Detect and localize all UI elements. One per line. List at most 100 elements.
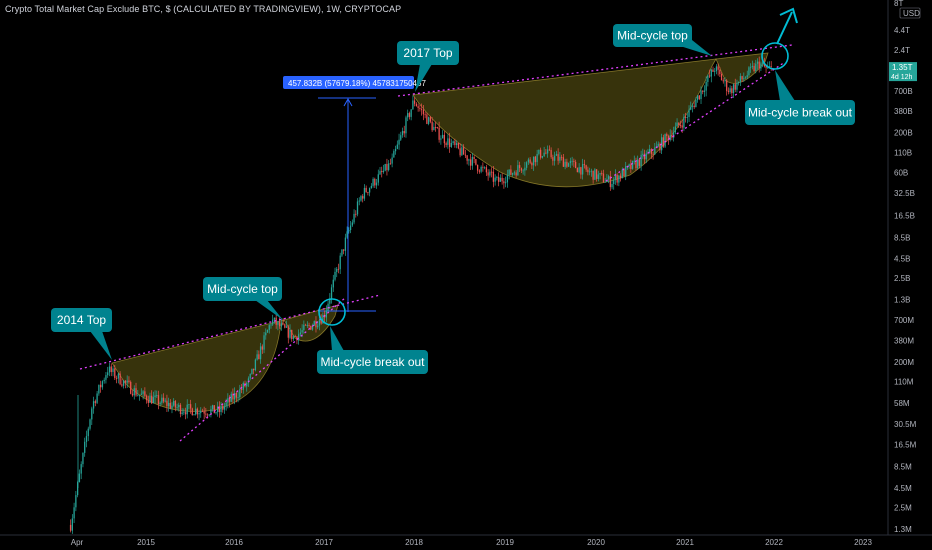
candle-body	[662, 137, 665, 147]
candle-body	[638, 159, 641, 166]
candle-4	[75, 491, 77, 512]
candle-body	[254, 359, 257, 371]
candle-body	[82, 452, 84, 465]
candle-body	[590, 170, 593, 172]
candle-body	[413, 100, 416, 104]
candle-385	[734, 78, 736, 93]
candle-body	[358, 200, 360, 202]
candle-173	[367, 191, 369, 196]
candle-367	[703, 85, 706, 97]
candle-132	[296, 336, 298, 345]
candle-183	[384, 163, 386, 172]
candle-42	[142, 390, 144, 400]
candle-209	[429, 115, 432, 124]
candle-207	[426, 112, 428, 125]
candle-123	[280, 318, 282, 331]
candle-87	[218, 401, 221, 418]
candle-body	[162, 397, 165, 402]
candle-136	[303, 320, 305, 334]
candle-28	[117, 372, 119, 384]
candle-343	[662, 134, 665, 148]
candle-245	[492, 166, 495, 188]
candle-body	[717, 66, 719, 70]
candle-69	[188, 404, 190, 410]
candle-body	[320, 320, 322, 324]
candle-body	[746, 75, 748, 78]
candle-body	[770, 66, 772, 67]
candle-335	[649, 144, 651, 154]
candle-175	[370, 183, 372, 189]
candle-body	[91, 408, 93, 420]
candle-400	[760, 61, 762, 71]
candle-231	[468, 158, 470, 166]
candle-141	[311, 323, 314, 331]
candle-287	[566, 158, 568, 168]
candle-body	[344, 237, 347, 251]
candle-body	[555, 154, 558, 156]
candle-body	[173, 401, 175, 406]
candle-275	[545, 149, 547, 155]
time-tick-Apr: Apr	[71, 538, 84, 547]
candle-151	[329, 293, 331, 309]
candle-63	[178, 402, 180, 412]
candle-body	[705, 82, 707, 91]
candle-body	[454, 141, 456, 145]
candle-49	[154, 390, 156, 404]
candle-296	[581, 158, 584, 180]
candle-body	[379, 171, 381, 175]
candle-382	[729, 85, 731, 94]
candle-body	[755, 63, 757, 71]
candle-body	[332, 279, 334, 288]
candle-body	[308, 325, 310, 326]
candle-371	[710, 68, 712, 83]
candle-302	[592, 170, 594, 184]
candle-body	[550, 150, 552, 158]
chart-title: Crypto Total Market Cap Exclude BTC, $ (…	[5, 4, 402, 14]
candle-body	[438, 127, 440, 140]
candle-body	[760, 63, 762, 69]
candle-body	[489, 171, 491, 176]
time-tick-2015: 2015	[137, 538, 155, 547]
candle-260	[518, 161, 521, 172]
candle-body	[753, 65, 755, 71]
callout-tail	[330, 326, 344, 351]
candle-body	[394, 148, 397, 152]
candle-25	[112, 366, 114, 377]
candle-body	[637, 159, 639, 169]
callout-mid-cycle-breakout-1: Mid-cycle break out	[317, 326, 428, 374]
candle-body	[334, 271, 336, 280]
candle-56	[166, 394, 168, 412]
candle-370	[708, 69, 711, 78]
candle-398	[756, 58, 759, 70]
candle-361	[693, 101, 695, 110]
candle-body	[268, 325, 270, 330]
candle-327	[635, 157, 637, 171]
candle-body	[351, 222, 353, 226]
price-tick-8.5M: 8.5M	[894, 463, 912, 472]
candle-316	[616, 173, 618, 186]
candle-121	[277, 320, 279, 331]
candle-body	[330, 287, 333, 299]
candle-258	[515, 170, 517, 178]
candle-body	[188, 404, 190, 405]
candle-body	[360, 196, 362, 201]
candle-body	[382, 170, 385, 173]
price-tick-200B: 200B	[894, 129, 913, 138]
candle-344	[664, 133, 666, 148]
candle-216	[441, 130, 444, 139]
candle-body	[96, 393, 98, 403]
candle-body	[562, 157, 565, 167]
candle-body	[715, 66, 718, 72]
candle-110	[258, 350, 260, 360]
candle-337	[652, 151, 654, 160]
candle-body	[448, 138, 451, 147]
candle-59	[171, 402, 173, 414]
price-tick-2.4T: 2.4T	[894, 46, 910, 55]
candle-273	[541, 155, 544, 159]
currency-badge	[899, 7, 921, 19]
candle-body	[339, 255, 341, 270]
candle-157	[339, 252, 341, 274]
candle-277	[548, 145, 551, 151]
candle-body	[386, 164, 388, 171]
